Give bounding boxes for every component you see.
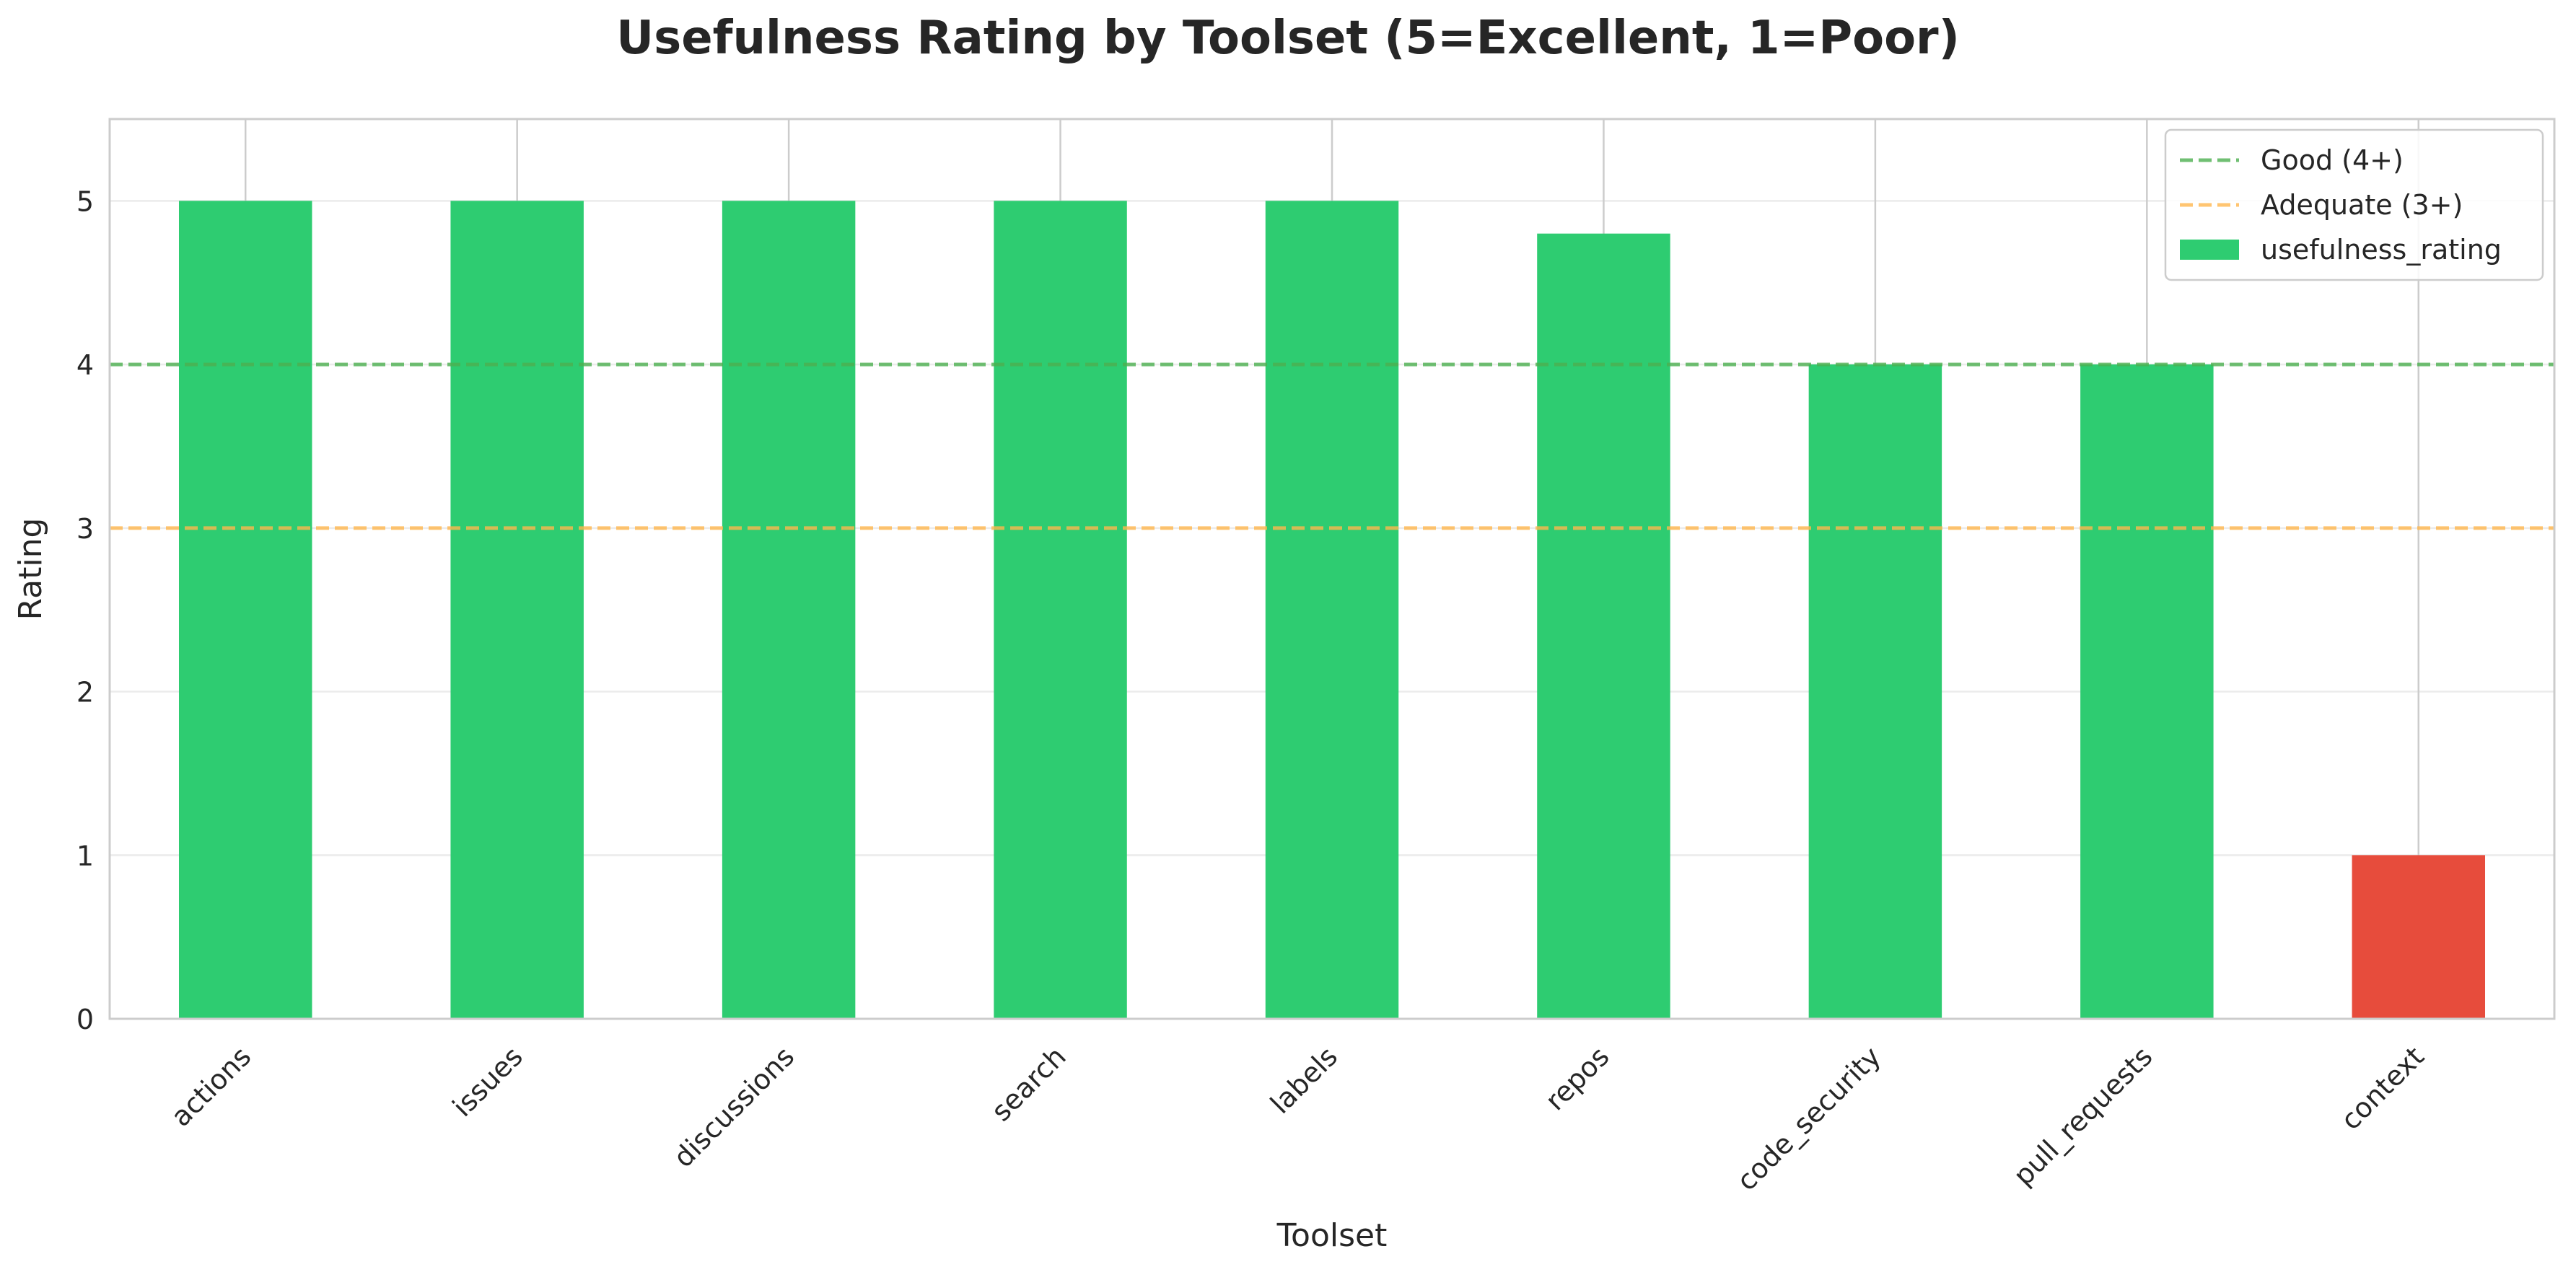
- legend-swatch-usefulness: [2180, 240, 2239, 260]
- x-tick-label-discussions: discussions: [667, 1040, 800, 1173]
- bar-pull_requests: [2080, 364, 2214, 1019]
- x-tick-label-actions: actions: [165, 1040, 258, 1133]
- x-tick-label-repos: repos: [1539, 1040, 1616, 1117]
- x-tick-label-search: search: [985, 1040, 1072, 1127]
- legend: Good (4+) Adequate (3+) usefulness_ratin…: [2164, 128, 2544, 281]
- bar-issues: [450, 201, 584, 1019]
- legend-entry-adequate: Adequate (3+): [2261, 189, 2463, 221]
- y-tick-label-3: 3: [76, 513, 94, 545]
- y-tick-label-1: 1: [76, 840, 94, 872]
- bars-layer: [178, 201, 2486, 1019]
- bar-labels: [1265, 201, 1399, 1019]
- bar-repos: [1537, 233, 1670, 1019]
- x-tick-label-context: context: [2335, 1040, 2430, 1136]
- y-axis-label: Rating: [12, 518, 49, 621]
- y-tick-labels: 0 1 2 3 4 5: [76, 185, 94, 1035]
- y-tick-label-5: 5: [76, 185, 94, 217]
- x-tick-label-issues: issues: [447, 1040, 529, 1123]
- y-tick-label-0: 0: [76, 1004, 94, 1035]
- legend-entry-usefulness: usefulness_rating: [2261, 234, 2502, 266]
- bar-code_security: [1808, 364, 1942, 1019]
- plot-frame: [108, 118, 2556, 1020]
- bar-discussions: [722, 201, 856, 1019]
- y-tick-label-4: 4: [76, 349, 94, 381]
- x-axis-label: Toolset: [1276, 1217, 1388, 1254]
- legend-entry-good: Good (4+): [2261, 144, 2404, 176]
- x-tick-label-pull_requests: pull_requests: [2007, 1040, 2159, 1192]
- y-tick-label-2: 2: [76, 677, 94, 709]
- legend-box: [2164, 128, 2544, 281]
- x-tick-label-code_security: code_security: [1730, 1040, 1887, 1197]
- bar-search: [994, 201, 1127, 1019]
- chart-title: Usefulness Rating by Toolset (5=Excellen…: [616, 12, 1960, 65]
- x-tick-label-labels: labels: [1264, 1040, 1344, 1120]
- x-tick-labels: actions issues discussions search labels repo…: [165, 1040, 2430, 1197]
- reference-lines-layer: [110, 362, 2554, 530]
- bar-context: [2352, 855, 2486, 1019]
- bar-actions: [178, 201, 312, 1019]
